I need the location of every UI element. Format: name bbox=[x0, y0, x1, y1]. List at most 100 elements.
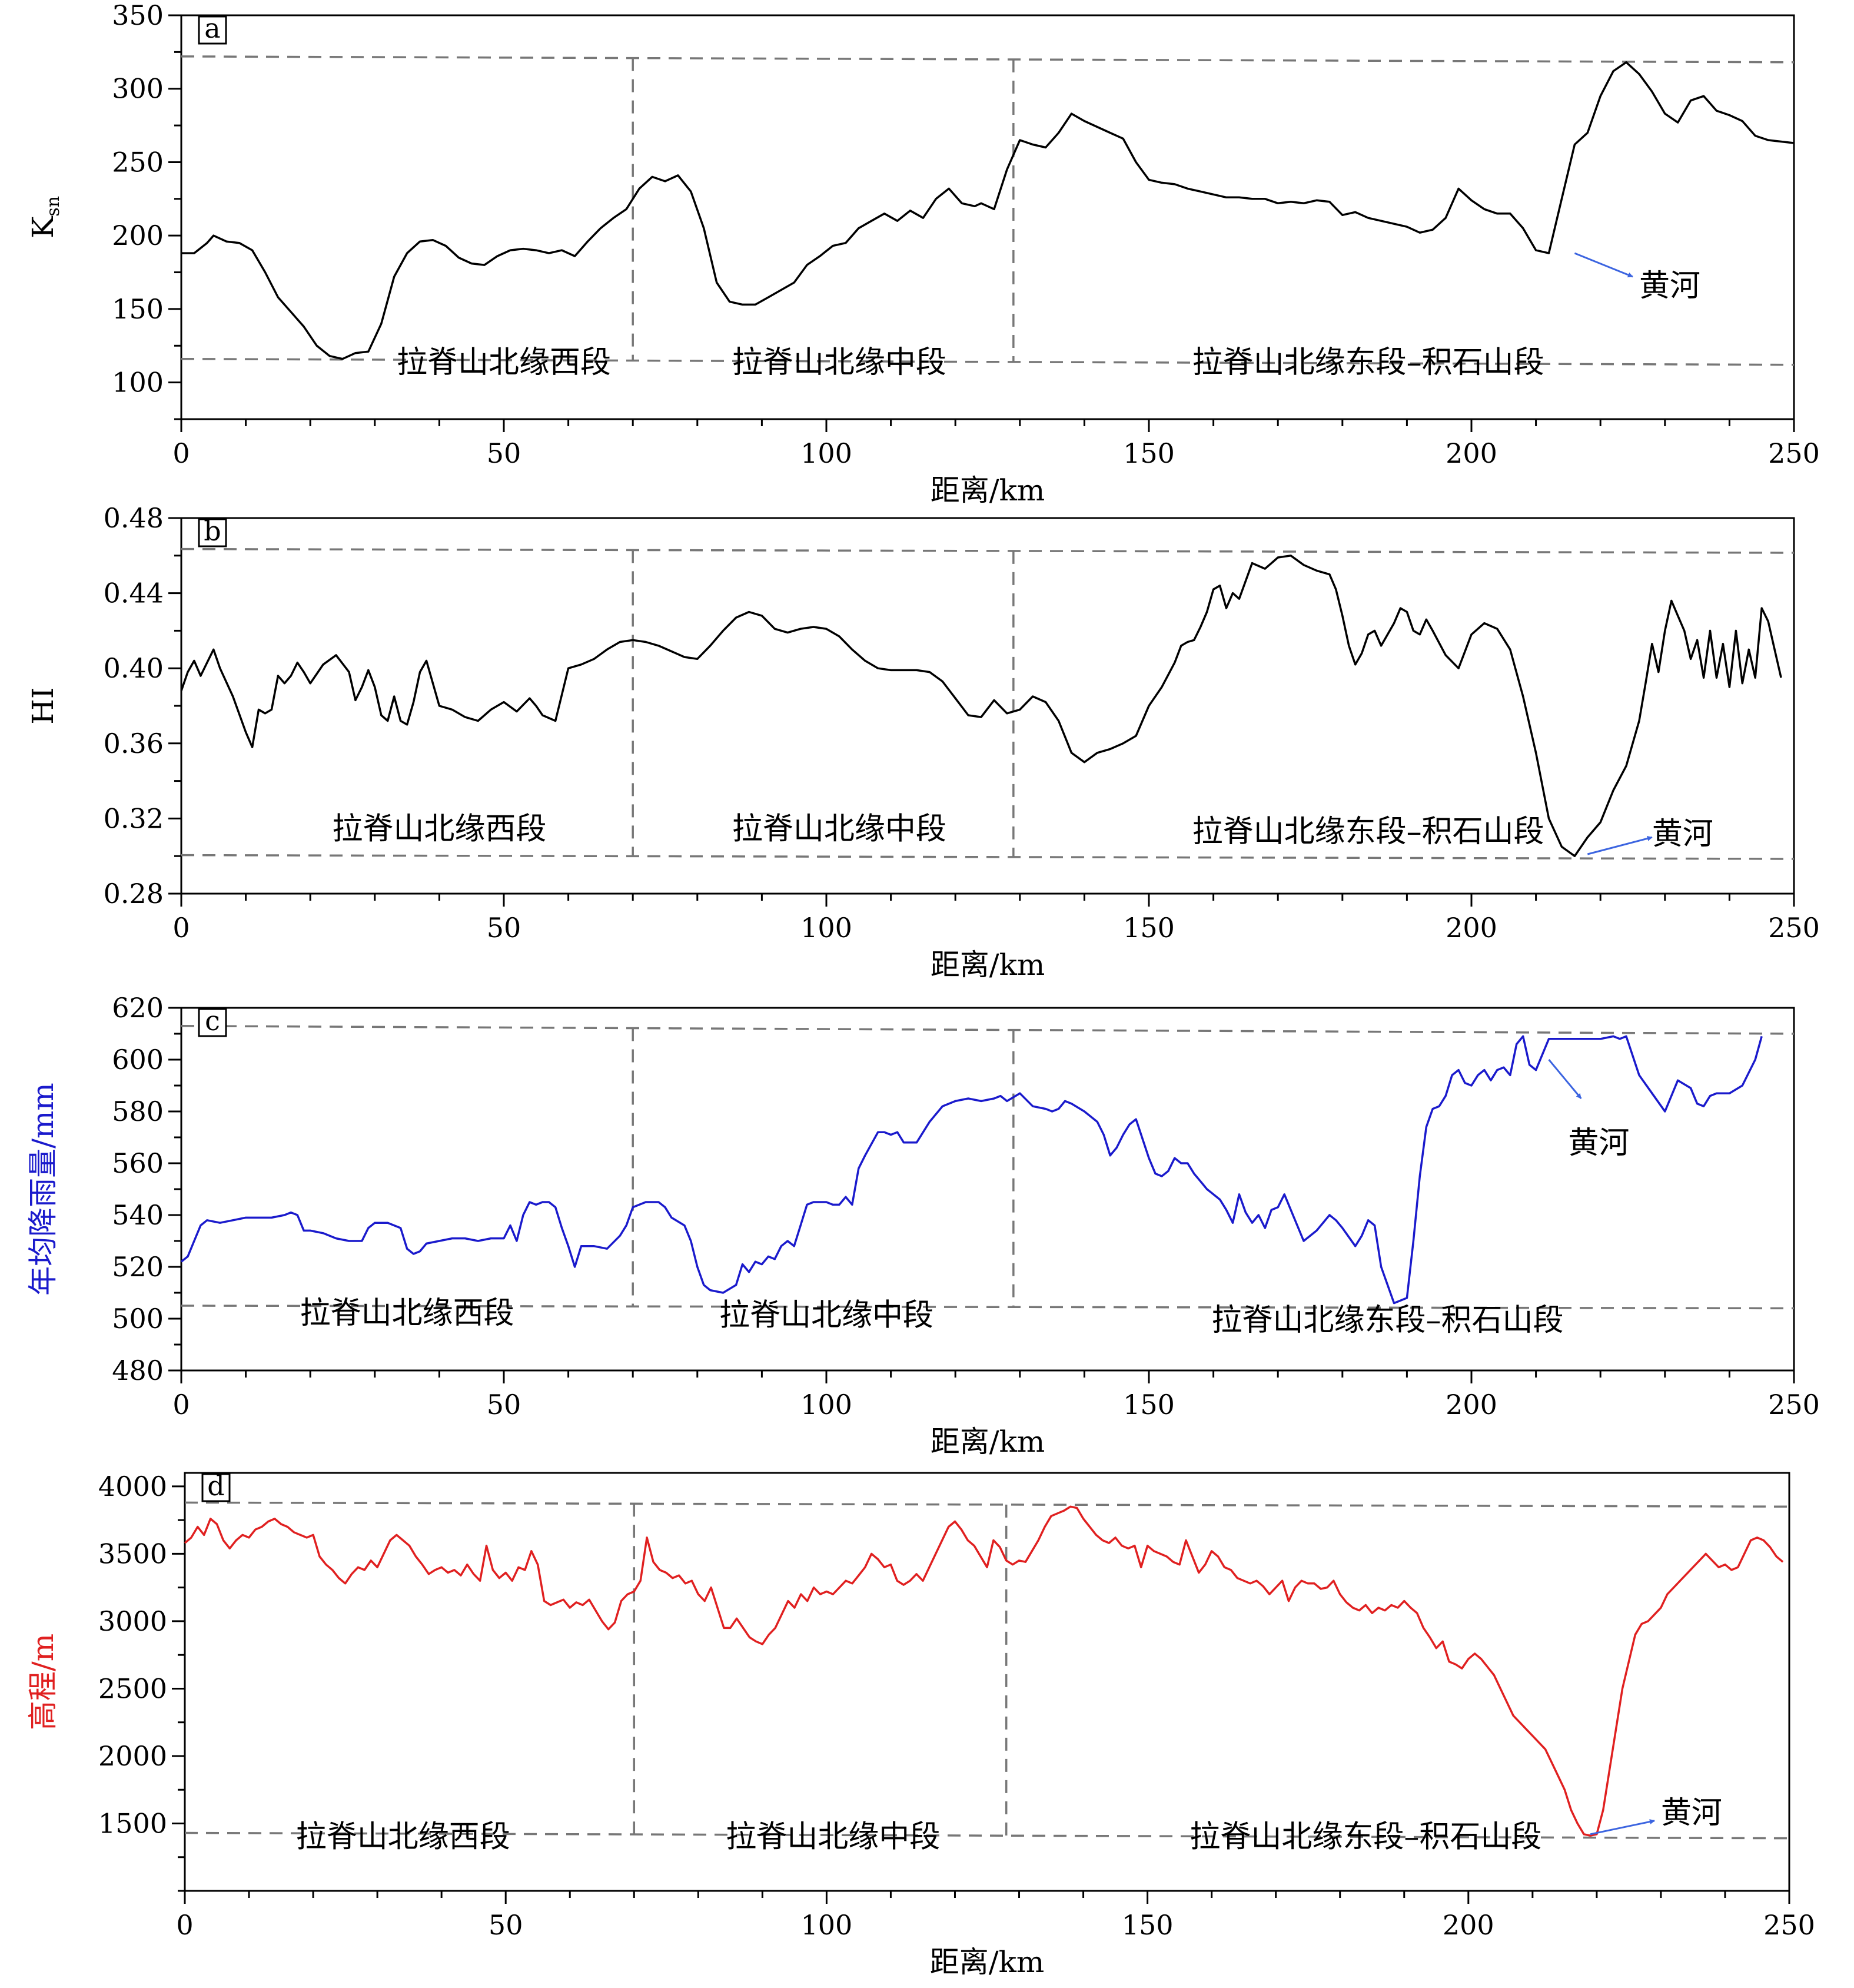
x-tick-label: 200 bbox=[1446, 437, 1497, 469]
reference-lines bbox=[181, 547, 1795, 860]
region-label-2: 拉脊山北缘中段 bbox=[719, 1298, 933, 1333]
y-tick-label: 4000 bbox=[98, 1471, 167, 1502]
series-line bbox=[181, 61, 1795, 360]
annotation-arrow bbox=[1574, 252, 1633, 278]
x-tick-label: 200 bbox=[1446, 1389, 1497, 1421]
y-axis: 1500 2000 2500 3000 3500 4000 bbox=[98, 1471, 185, 1892]
y-tick-label: 480 bbox=[112, 1355, 164, 1386]
x-axis: 0 50 100 150 200 250 bbox=[172, 894, 1820, 944]
x-tick-label: 150 bbox=[1123, 1389, 1175, 1421]
y-axis: 100 150 200 250 300 350 bbox=[112, 0, 181, 420]
y-axis: 0.28 0.32 0.36 0.40 0.44 0.48 bbox=[104, 502, 181, 910]
x-axis: 0 50 100 150 200 250 bbox=[172, 1370, 1820, 1421]
annotation-label: 黄河 bbox=[1568, 1126, 1629, 1161]
reference-lines bbox=[181, 55, 1795, 366]
region-labels: 拉脊山北缘西段 拉脊山北缘中段 拉脊山北缘东段–积石山段 bbox=[397, 345, 1544, 380]
x-axis: 0 50 100 150 200 250 bbox=[172, 419, 1820, 469]
lower-reference-line bbox=[181, 357, 1795, 366]
panel-frame bbox=[180, 14, 1795, 420]
panel-letter-box bbox=[201, 1473, 231, 1502]
region-label-1: 拉脊山北缘西段 bbox=[300, 1296, 514, 1331]
x-tick-label: 0 bbox=[176, 1909, 193, 1941]
upper-reference-line bbox=[181, 55, 1795, 64]
region-label-3: 拉脊山北缘东段–积石山段 bbox=[1212, 1303, 1564, 1338]
region-label-2: 拉脊山北缘中段 bbox=[732, 345, 946, 380]
x-tick-label: 250 bbox=[1768, 437, 1820, 469]
chart-panel-b: 0 50 100 150 200 250 0.28 0.32 0.36 0.40 0.44 0.48… bbox=[26, 502, 1820, 982]
panel-letter: c bbox=[205, 1005, 220, 1037]
annotation-arrow bbox=[1590, 1819, 1655, 1836]
region-label-2: 拉脊山北缘中段 bbox=[726, 1819, 940, 1854]
lower-reference-line bbox=[184, 1831, 1790, 1840]
panel-letter-box bbox=[198, 15, 227, 45]
y-tick-label: 100 bbox=[112, 367, 164, 399]
y-axis-label-main: K bbox=[26, 215, 60, 238]
x-tick-label: 200 bbox=[1443, 1909, 1494, 1941]
x-tick-label: 200 bbox=[1446, 912, 1497, 944]
panel-letter: d bbox=[207, 1470, 224, 1502]
upper-reference-line bbox=[184, 1501, 1790, 1508]
annotation-arrow bbox=[1587, 835, 1653, 855]
y-tick-label: 580 bbox=[112, 1096, 164, 1127]
x-tick-label: 100 bbox=[800, 437, 852, 469]
y-tick-label: 500 bbox=[112, 1303, 164, 1335]
x-tick-label: 50 bbox=[487, 437, 521, 469]
y-tick-label: 3000 bbox=[98, 1605, 167, 1637]
lower-reference-line bbox=[181, 854, 1795, 860]
region-label-1: 拉脊山北缘西段 bbox=[332, 811, 546, 847]
y-axis-label: HI bbox=[26, 687, 60, 724]
y-tick-label: 520 bbox=[112, 1251, 164, 1283]
annotation: 黄河 bbox=[1590, 1795, 1722, 1836]
y-axis-label: 高程/m bbox=[26, 1634, 60, 1730]
y-tick-label: 0.36 bbox=[104, 728, 164, 759]
x-tick-label: 50 bbox=[487, 1389, 521, 1421]
panel-letter: b bbox=[204, 515, 221, 547]
panel-frame bbox=[184, 1472, 1790, 1892]
region-labels: 拉脊山北缘西段 拉脊山北缘中段 拉脊山北缘东段–积石山段 bbox=[332, 811, 1544, 849]
reference-lines bbox=[184, 1501, 1790, 1840]
annotation-arrow bbox=[1548, 1059, 1582, 1099]
y-tick-label: 0.48 bbox=[104, 502, 164, 534]
lower-reference-line bbox=[181, 1305, 1795, 1310]
x-axis-label: 距离/km bbox=[931, 948, 1045, 982]
chart-panel-d: 0 50 100 150 200 250 1500 2000 2500 3000 3500 4000… bbox=[26, 1470, 1815, 1979]
y-tick-label: 560 bbox=[112, 1147, 164, 1179]
x-axis-label: 距离/km bbox=[930, 1945, 1045, 1979]
x-tick-label: 0 bbox=[172, 437, 190, 469]
annotation-label: 黄河 bbox=[1639, 268, 1700, 304]
x-axis-label: 距离/km bbox=[931, 473, 1045, 507]
region-labels: 拉脊山北缘西段 拉脊山北缘中段 拉脊山北缘东段–积石山段 bbox=[296, 1819, 1542, 1854]
y-tick-label: 250 bbox=[112, 146, 164, 178]
y-tick-label: 2500 bbox=[98, 1672, 167, 1704]
y-tick-label: 150 bbox=[112, 293, 164, 325]
annotation-label: 黄河 bbox=[1652, 817, 1713, 852]
annotation-label: 黄河 bbox=[1661, 1795, 1722, 1831]
x-tick-label: 250 bbox=[1763, 1909, 1815, 1941]
region-label-2: 拉脊山北缘中段 bbox=[732, 811, 946, 847]
y-tick-label: 3500 bbox=[98, 1538, 167, 1569]
y-tick-label: 600 bbox=[112, 1044, 164, 1076]
y-axis-label: 年均降雨量/mm bbox=[26, 1083, 60, 1296]
series-line bbox=[180, 1035, 1763, 1305]
x-tick-label: 150 bbox=[1123, 437, 1175, 469]
series-line-layer bbox=[180, 1035, 1763, 1305]
x-tick-label: 50 bbox=[487, 912, 521, 944]
upper-reference-line bbox=[181, 1025, 1795, 1035]
y-tick-label: 350 bbox=[112, 0, 164, 31]
y-tick-label: 2000 bbox=[98, 1740, 167, 1772]
x-axis-label: 距离/km bbox=[931, 1425, 1045, 1459]
region-labels: 拉脊山北缘西段 拉脊山北缘中段 拉脊山北缘东段–积石山段 bbox=[300, 1296, 1564, 1338]
panel-letter: a bbox=[204, 12, 220, 44]
series-line-layer bbox=[184, 1505, 1784, 1837]
y-axis-label-sub: sn bbox=[43, 196, 64, 217]
series-line bbox=[180, 555, 1782, 857]
y-tick-label: 540 bbox=[112, 1199, 164, 1231]
y-axis: 480 500 520 540 560 580 600 620 bbox=[112, 992, 181, 1386]
upper-reference-line bbox=[181, 547, 1795, 554]
y-axis-label: Ksn bbox=[26, 196, 64, 238]
x-tick-label: 100 bbox=[800, 1909, 852, 1941]
panel-letter-box bbox=[198, 1008, 227, 1037]
series-line-layer bbox=[180, 555, 1782, 857]
region-label-3: 拉脊山北缘东段–积石山段 bbox=[1190, 1819, 1541, 1854]
